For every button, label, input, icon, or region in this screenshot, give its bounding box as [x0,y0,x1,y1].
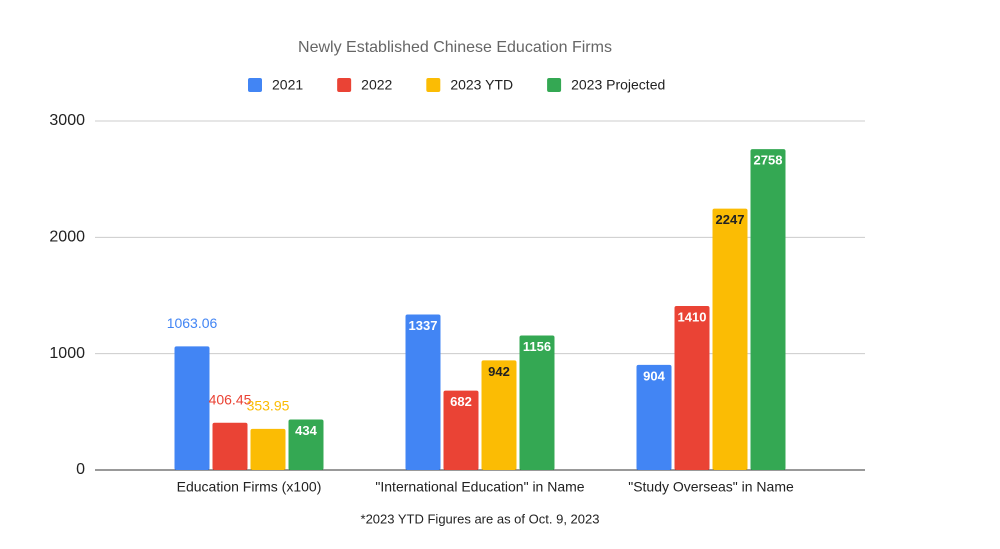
bar [288,419,324,470]
data-label: 1156 [523,339,551,354]
bar [212,422,248,470]
data-label: 682 [450,394,472,409]
bar [405,314,441,470]
data-label: 2758 [754,153,783,168]
legend-label: 2021 [272,77,303,93]
data-label: 2247 [716,212,745,227]
annotation: *2023 YTD Figures are as of Oct. 9, 2023 [361,511,600,526]
bar [443,390,479,470]
bar [481,360,517,470]
data-label: 942 [488,364,510,379]
data-label: 434 [295,423,317,438]
x-tick-label: "Study Overseas" in Name [628,479,794,495]
bar [174,346,210,470]
bar [712,208,748,470]
legend-label: 2023 YTD [450,77,513,93]
bar [674,305,710,470]
y-tick-label: 1000 [49,345,85,362]
bar [750,149,786,471]
legend-swatch [547,78,562,92]
legend-swatch [426,78,441,92]
legend-swatch [337,78,352,92]
data-label: 1337 [409,318,438,333]
data-label: 904 [643,368,665,383]
legend-label: 2023 Projected [571,77,665,93]
y-tick-label: 2000 [49,229,85,246]
data-label: 1410 [678,309,707,324]
legend-label: 2022 [361,77,392,93]
x-tick-label: "International Education" in Name [375,479,584,495]
chart-title: Newly Established Chinese Education Firm… [298,39,612,56]
bar [519,335,555,470]
y-tick-label: 0 [76,461,85,478]
data-label: 406.45 [209,391,252,407]
data-label: 1063.06 [167,315,218,331]
x-tick-label: Education Firms (x100) [177,479,322,495]
bar [250,428,286,470]
data-label: 353.95 [247,398,290,414]
legend-swatch [248,78,262,92]
y-tick-label: 3000 [49,112,85,129]
bar [636,364,672,470]
